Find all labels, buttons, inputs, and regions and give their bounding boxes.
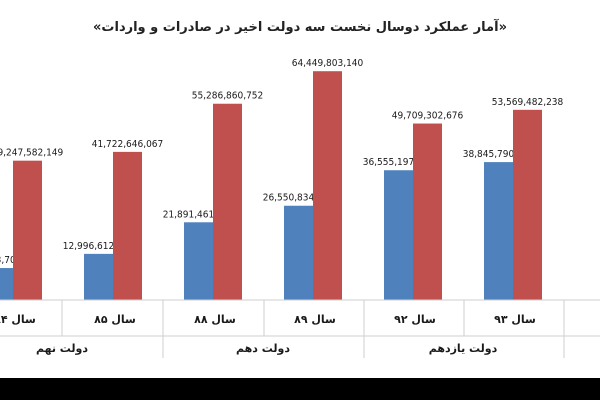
category-label-0: سال ۸۴ — [0, 313, 36, 326]
red-bar-1 — [113, 151, 142, 300]
group-label-2: دولت یازدهم — [429, 342, 498, 355]
blue-value-label-0: ...293,709 — [0, 255, 22, 266]
red-bar-0 — [13, 160, 42, 300]
red-value-label-2: 55,286,860,752 — [192, 91, 264, 102]
blue-bar-0 — [0, 268, 13, 300]
blue-bar-3 — [284, 205, 313, 300]
group-label-1: دولت دهم — [236, 342, 290, 355]
red-bar-4 — [413, 123, 442, 300]
red-value-label-0: 39,247,582,149 — [0, 148, 64, 159]
blue-value-label-2: 21,891,461,641 — [163, 209, 235, 220]
category-label-2: سال ۸۸ — [194, 313, 236, 326]
bottom-bar — [0, 378, 600, 400]
red-bar-2 — [213, 103, 242, 300]
blue-value-label-5: 38,845,790,080 — [463, 149, 535, 160]
category-label-1: سال ۸۵ — [94, 313, 136, 326]
red-bar-3 — [313, 71, 342, 300]
category-label-5: سال ۹۳ — [494, 313, 536, 326]
red-bar-5 — [513, 109, 542, 300]
category-label-4: سال ۹۲ — [394, 313, 436, 326]
blue-bar-2 — [184, 222, 213, 300]
group-label-0: دولت نهم — [36, 342, 88, 355]
red-value-label-1: 41,722,646,067 — [92, 139, 164, 150]
blue-value-label-1: 12,996,612,102 — [63, 241, 135, 252]
red-value-label-5: 53,569,482,238 — [492, 97, 564, 108]
chart-title: «آمار عملکرد دوسال نخست سه دولت اخیر در … — [93, 20, 507, 35]
category-label-3: سال ۸۹ — [294, 313, 336, 326]
blue-bar-1 — [84, 253, 113, 300]
blue-bar-4 — [384, 170, 413, 300]
blue-value-label-4: 36,555,197,889 — [363, 157, 435, 168]
red-value-label-4: 49,709,302,676 — [392, 111, 464, 122]
red-value-label-3: 64,449,803,140 — [292, 58, 364, 69]
blue-bar-5 — [484, 162, 513, 300]
blue-value-label-3: 26,550,834,675 — [263, 193, 335, 204]
